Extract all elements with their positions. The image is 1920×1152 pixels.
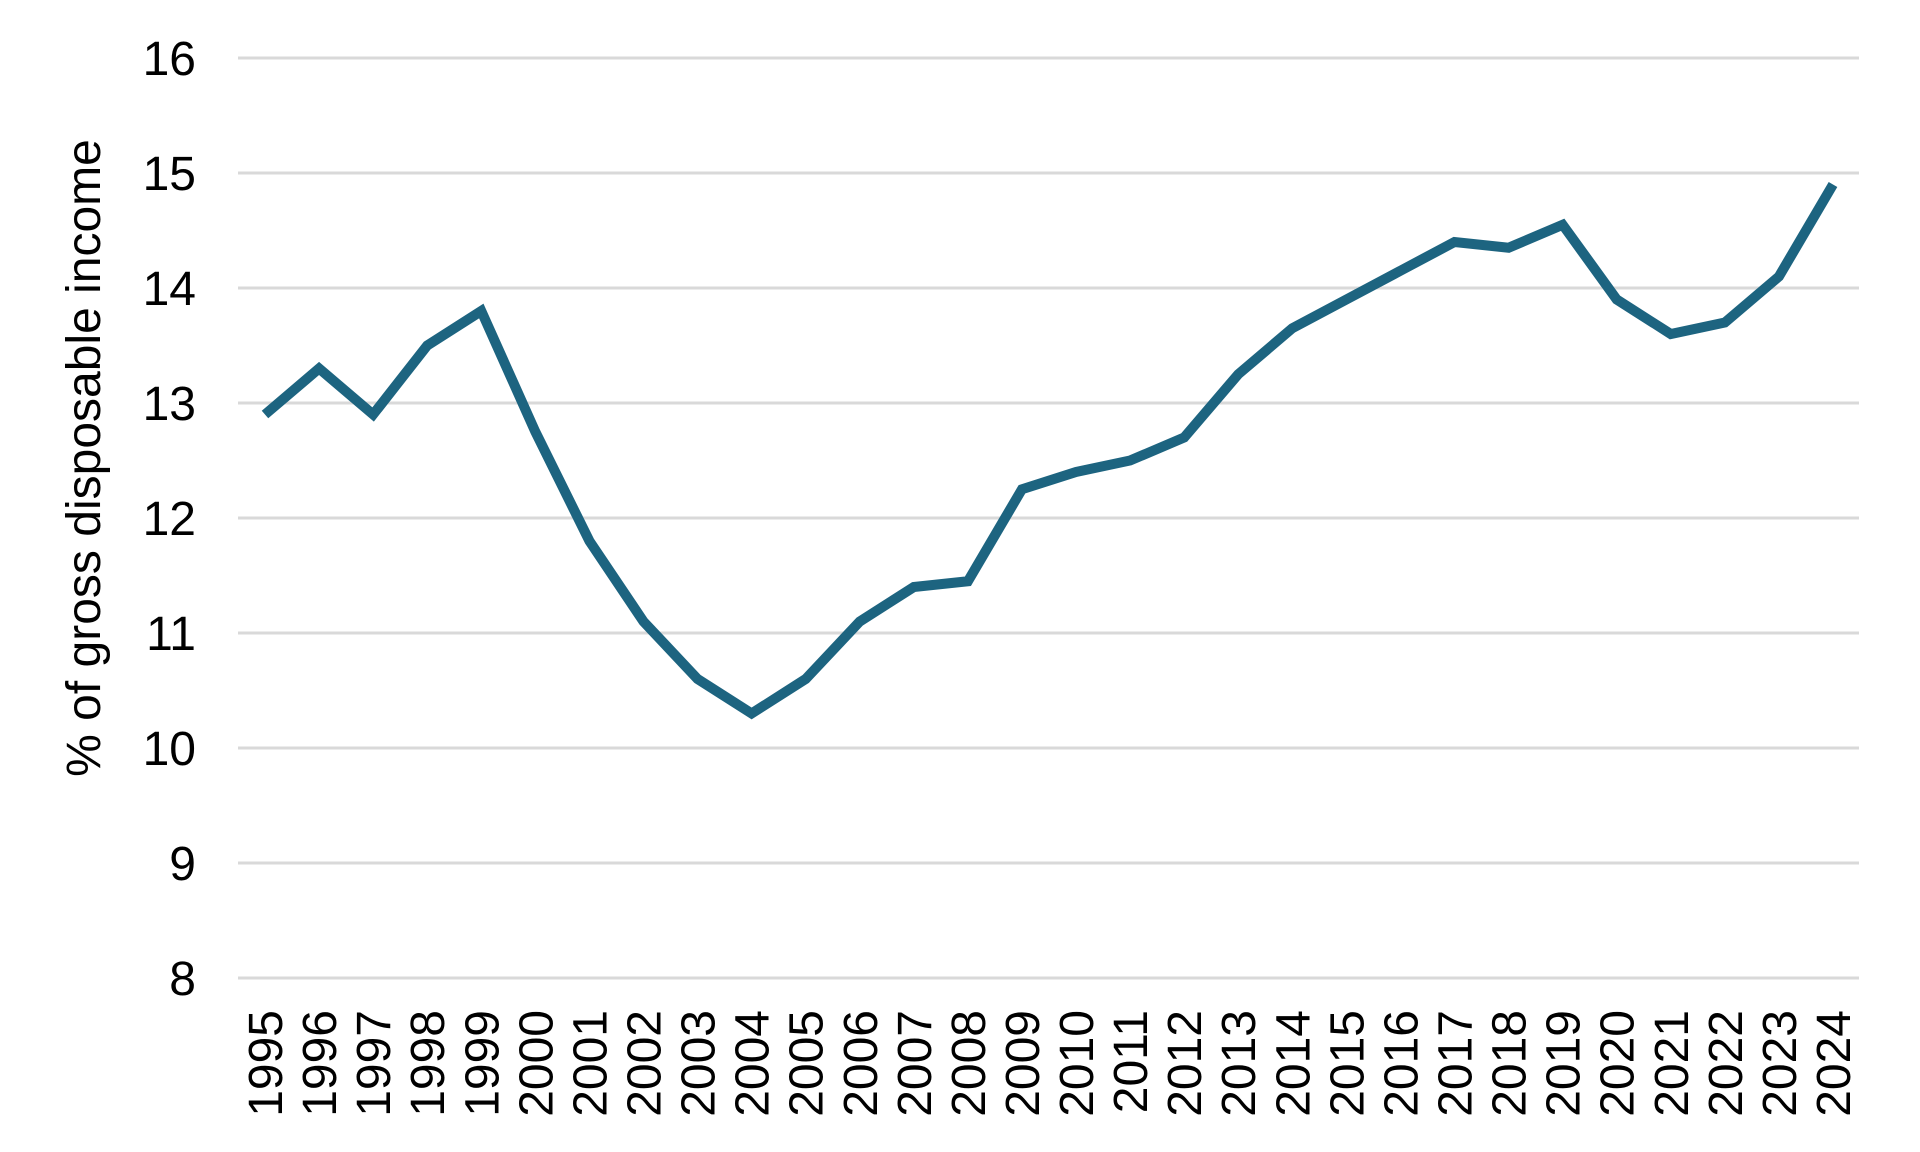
y-tick-label: 15 (143, 148, 196, 201)
x-tick-label: 1997 (348, 1010, 401, 1117)
x-tick-label: 2007 (889, 1010, 942, 1117)
x-tick-label: 2022 (1700, 1010, 1753, 1117)
x-tick-label: 2019 (1538, 1010, 1591, 1117)
x-tick-label: 1998 (402, 1010, 455, 1117)
x-tick-label: 2004 (727, 1010, 780, 1117)
x-tick-label: 2014 (1267, 1010, 1320, 1117)
x-tick-label: 2016 (1375, 1010, 1428, 1117)
x-tick-label: 2017 (1430, 1010, 1483, 1117)
x-tick-label: 2002 (618, 1010, 671, 1117)
x-tick-label: 2005 (781, 1010, 834, 1117)
x-tick-label: 2009 (997, 1010, 1050, 1117)
x-tick-label: 1996 (294, 1010, 347, 1117)
x-tick-label: 2024 (1808, 1010, 1861, 1117)
x-tick-label: 2010 (1051, 1010, 1104, 1117)
y-tick-label: 16 (143, 33, 196, 86)
x-tick-label: 2006 (835, 1010, 888, 1117)
data-line (261, 181, 1838, 720)
x-tick-label: 2021 (1646, 1010, 1699, 1117)
y-tick-label: 10 (143, 723, 196, 776)
y-axis-tick-labels: 8 9 10 11 12 13 14 15 16 (143, 33, 196, 1006)
x-tick-label: 2013 (1213, 1010, 1266, 1117)
x-tick-label: 2011 (1105, 1010, 1158, 1113)
x-tick-label: 2003 (673, 1010, 726, 1117)
data-series (261, 181, 1838, 720)
x-tick-label: 2008 (943, 1010, 996, 1117)
y-tick-label: 11 (146, 608, 196, 661)
x-tick-label: 1995 (240, 1010, 293, 1117)
x-tick-label: 1999 (456, 1010, 509, 1117)
x-tick-label: 2001 (564, 1010, 617, 1117)
x-axis-tick-labels: 1995 1996 1997 1998 1999 2000 2001 2002 2003 2004… (240, 1010, 1861, 1117)
x-tick-label: 2000 (510, 1010, 563, 1117)
gridlines (238, 56, 1859, 980)
y-tick-label: 14 (143, 263, 196, 316)
x-tick-label: 2023 (1754, 1010, 1807, 1117)
y-tick-label: 12 (143, 493, 196, 546)
y-tick-label: 9 (169, 838, 196, 891)
x-tick-label: 2020 (1592, 1010, 1645, 1117)
x-tick-label: 2015 (1321, 1010, 1374, 1117)
x-tick-label: 2012 (1159, 1010, 1212, 1117)
y-axis-title: % of gross disposable income (58, 139, 111, 777)
y-tick-label: 8 (169, 953, 196, 1006)
x-tick-label: 2018 (1484, 1010, 1537, 1117)
y-tick-label: 13 (143, 378, 196, 431)
